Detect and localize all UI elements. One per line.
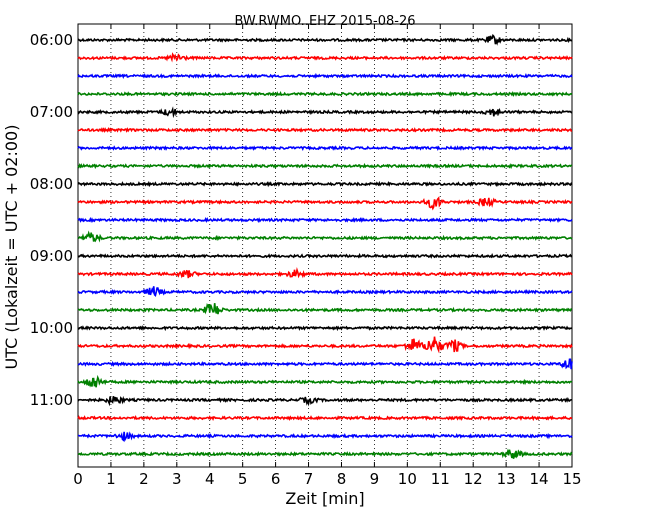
- seismogram-trace: [77, 374, 573, 388]
- seismogram-trace: [77, 196, 573, 211]
- seismogram-trace: [77, 106, 573, 119]
- seismogram-trace: [77, 286, 573, 298]
- seismogram-trace: [77, 126, 573, 133]
- x-tick-label: 0: [73, 470, 83, 488]
- seismogram-trace: [77, 33, 573, 46]
- seismogram-trace: [77, 52, 573, 63]
- y-tick-label: 09:00: [30, 247, 73, 265]
- trace-group: [77, 33, 573, 459]
- seismogram-trace: [77, 303, 573, 315]
- x-tick-label: 13: [497, 470, 516, 488]
- seismogram-trace: [77, 252, 573, 259]
- seismogram-trace: [77, 448, 573, 459]
- seismogram-trace: [77, 145, 573, 152]
- y-tick-label: 07:00: [30, 103, 73, 121]
- x-tick-label: 4: [205, 470, 215, 488]
- seismogram-trace: [77, 230, 573, 243]
- x-tick-label: 1: [106, 470, 116, 488]
- seismogram-trace: [77, 216, 573, 224]
- x-tick-label: 14: [530, 470, 549, 488]
- chart-title: BW.RWMO..EHZ 2015-08-26: [234, 14, 415, 29]
- x-tick-label: 12: [464, 470, 483, 488]
- x-axis-label: Zeit [min]: [285, 489, 364, 508]
- seismogram-trace: [77, 90, 573, 98]
- seismogram-trace: [77, 431, 573, 443]
- seismogram-trace: [77, 336, 573, 354]
- x-tick-label: 7: [304, 470, 314, 488]
- x-tick-label: 2: [139, 470, 149, 488]
- x-tick-label: 6: [271, 470, 281, 488]
- x-tick-label: 3: [172, 470, 182, 488]
- seismogram-trace: [77, 358, 573, 370]
- y-tick-label: 10:00: [30, 319, 73, 337]
- y-tick-label: 08:00: [30, 175, 73, 193]
- y-axis-label: UTC (Lokalzeit = UTC + 02:00): [2, 125, 21, 370]
- plot-area: [77, 23, 573, 468]
- axis-ticks: 0 1 2 3 4 5 6 7 8 9 10 11 12 13 14 1506:0007:0008:0009:…: [30, 24, 582, 488]
- seismogram-trace: [77, 267, 573, 279]
- seismogram-trace: [77, 180, 573, 188]
- x-tick-label: 10: [398, 470, 417, 488]
- x-tick-label: 8: [337, 470, 347, 488]
- y-tick-label: 06:00: [30, 31, 73, 49]
- seismogram-trace: [77, 162, 573, 170]
- seismogram-trace: [77, 72, 573, 80]
- seismogram-trace: [77, 325, 573, 332]
- x-tick-label: 9: [370, 470, 380, 488]
- x-tick-label: 15: [562, 470, 581, 488]
- seismogram-trace: [77, 415, 573, 422]
- seismogram-trace: [77, 395, 573, 407]
- y-tick-label: 11:00: [30, 391, 73, 409]
- x-tick-label: 5: [238, 470, 248, 488]
- x-tick-label: 11: [431, 470, 450, 488]
